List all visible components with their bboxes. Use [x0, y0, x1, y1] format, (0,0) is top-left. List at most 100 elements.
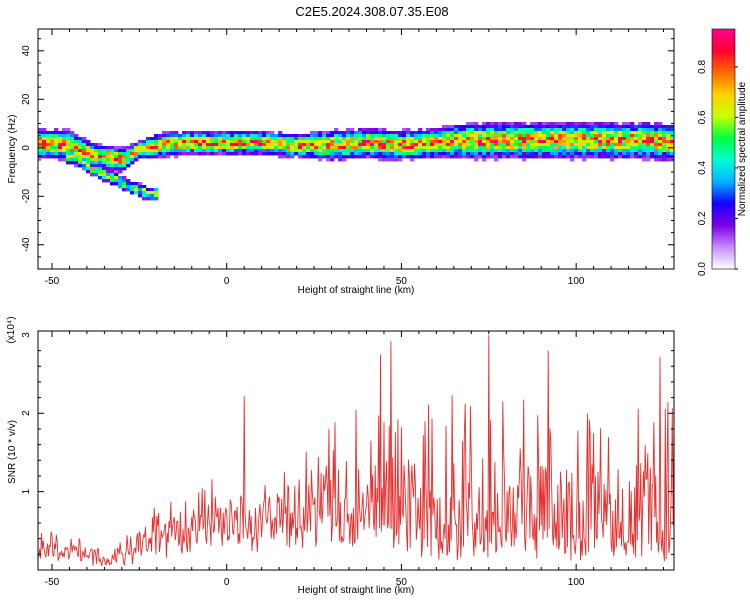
heatmap-cell [562, 140, 567, 144]
heatmap-cell [106, 149, 111, 153]
heatmap-cell [582, 137, 587, 141]
heatmap-cell [302, 146, 307, 150]
heatmap-cell [330, 140, 335, 144]
heatmap-cell [398, 134, 403, 138]
heatmap-cell [322, 155, 327, 159]
heatmap-cell [506, 125, 511, 129]
heatmap-cell [610, 128, 615, 132]
heatmap-cell [450, 134, 455, 138]
heatmap-cell [626, 140, 631, 144]
heatmap-cell [490, 152, 495, 156]
heatmap-cell [86, 158, 91, 162]
heatmap-cell [58, 137, 63, 141]
heatmap-cell [358, 137, 363, 141]
heatmap-cell [558, 155, 563, 159]
heatmap-cell [506, 155, 511, 159]
heatmap-cell [302, 149, 307, 153]
heatmap-cell [638, 134, 643, 138]
heatmap-cell [362, 140, 367, 144]
heatmap-cell [418, 152, 423, 156]
heatmap-cell [318, 158, 323, 162]
heatmap-cell [550, 149, 555, 153]
heatmap-cell [118, 146, 123, 150]
heatmap-cell [366, 152, 371, 156]
heatmap-cell [106, 179, 111, 183]
x-tick-label: -50 [45, 577, 60, 588]
heatmap-cell [386, 158, 391, 162]
heatmap-cell [662, 125, 667, 129]
heatmap-cell [418, 143, 423, 147]
heatmap-cell [66, 146, 71, 150]
heatmap-cell [494, 128, 499, 132]
spectrogram-y-label: Frequency (Hz) [7, 115, 18, 184]
colorbar-tick-label: 0.0 [697, 262, 708, 276]
heatmap-cell [414, 137, 419, 141]
heatmap-cell [50, 146, 55, 150]
heatmap-cell [542, 128, 547, 132]
heatmap-cell [498, 131, 503, 135]
heatmap-cell [450, 143, 455, 147]
heatmap-cell [238, 134, 243, 138]
heatmap-cell [610, 158, 615, 162]
heatmap-cell [614, 137, 619, 141]
heatmap-cell [222, 149, 227, 153]
heatmap-cell [486, 122, 491, 126]
heatmap-cell [454, 149, 459, 153]
heatmap-cell [190, 143, 195, 147]
heatmap-cell [494, 146, 499, 150]
heatmap-cell [154, 194, 159, 198]
heatmap-cell [454, 143, 459, 147]
heatmap-cell [266, 140, 271, 144]
heatmap-cell [526, 146, 531, 150]
heatmap-cell [438, 140, 443, 144]
heatmap-cell [502, 128, 507, 132]
heatmap-cell [262, 137, 267, 141]
heatmap-cell [630, 152, 635, 156]
heatmap-cell [306, 155, 311, 159]
heatmap-cell [258, 149, 263, 153]
heatmap-cell [562, 137, 567, 141]
heatmap-cell [314, 149, 319, 153]
heatmap-cell [190, 149, 195, 153]
heatmap-cell [110, 158, 115, 162]
heatmap-cell [118, 179, 123, 183]
heatmap-cell [70, 149, 75, 153]
heatmap-cell [370, 131, 375, 135]
heatmap-cell [566, 125, 571, 129]
heatmap-cell [630, 131, 635, 135]
heatmap-cell [86, 149, 91, 153]
heatmap-cell [606, 122, 611, 126]
heatmap-cell [326, 146, 331, 150]
heatmap-cell [462, 143, 467, 147]
heatmap-cell [378, 128, 383, 132]
heatmap-cell [158, 134, 163, 138]
heatmap-cell [502, 143, 507, 147]
heatmap-cell [266, 131, 271, 135]
heatmap-cell [74, 143, 79, 147]
heatmap-cell [246, 146, 251, 150]
heatmap-cell [582, 158, 587, 162]
heatmap-cell [418, 155, 423, 159]
heatmap-cell [346, 128, 351, 132]
heatmap-cell [594, 149, 599, 153]
heatmap-cell [234, 131, 239, 135]
heatmap-cell [238, 146, 243, 150]
heatmap-cell [606, 134, 611, 138]
heatmap-cell [38, 155, 43, 159]
heatmap-cell [430, 128, 435, 132]
heatmap-cell [478, 140, 483, 144]
heatmap-cell [570, 146, 575, 150]
heatmap-cell [266, 134, 271, 138]
heatmap-cell [502, 122, 507, 126]
heatmap-cell [614, 140, 619, 144]
heatmap-cell [370, 134, 375, 138]
heatmap-cell [78, 146, 83, 150]
heatmap-cell [370, 137, 375, 141]
heatmap-cell [442, 128, 447, 132]
heatmap-cell [238, 137, 243, 141]
heatmap-cell [322, 149, 327, 153]
heatmap-cell [634, 140, 639, 144]
heatmap-cell [126, 188, 131, 192]
heatmap-cell [430, 131, 435, 135]
heatmap-cell [214, 149, 219, 153]
